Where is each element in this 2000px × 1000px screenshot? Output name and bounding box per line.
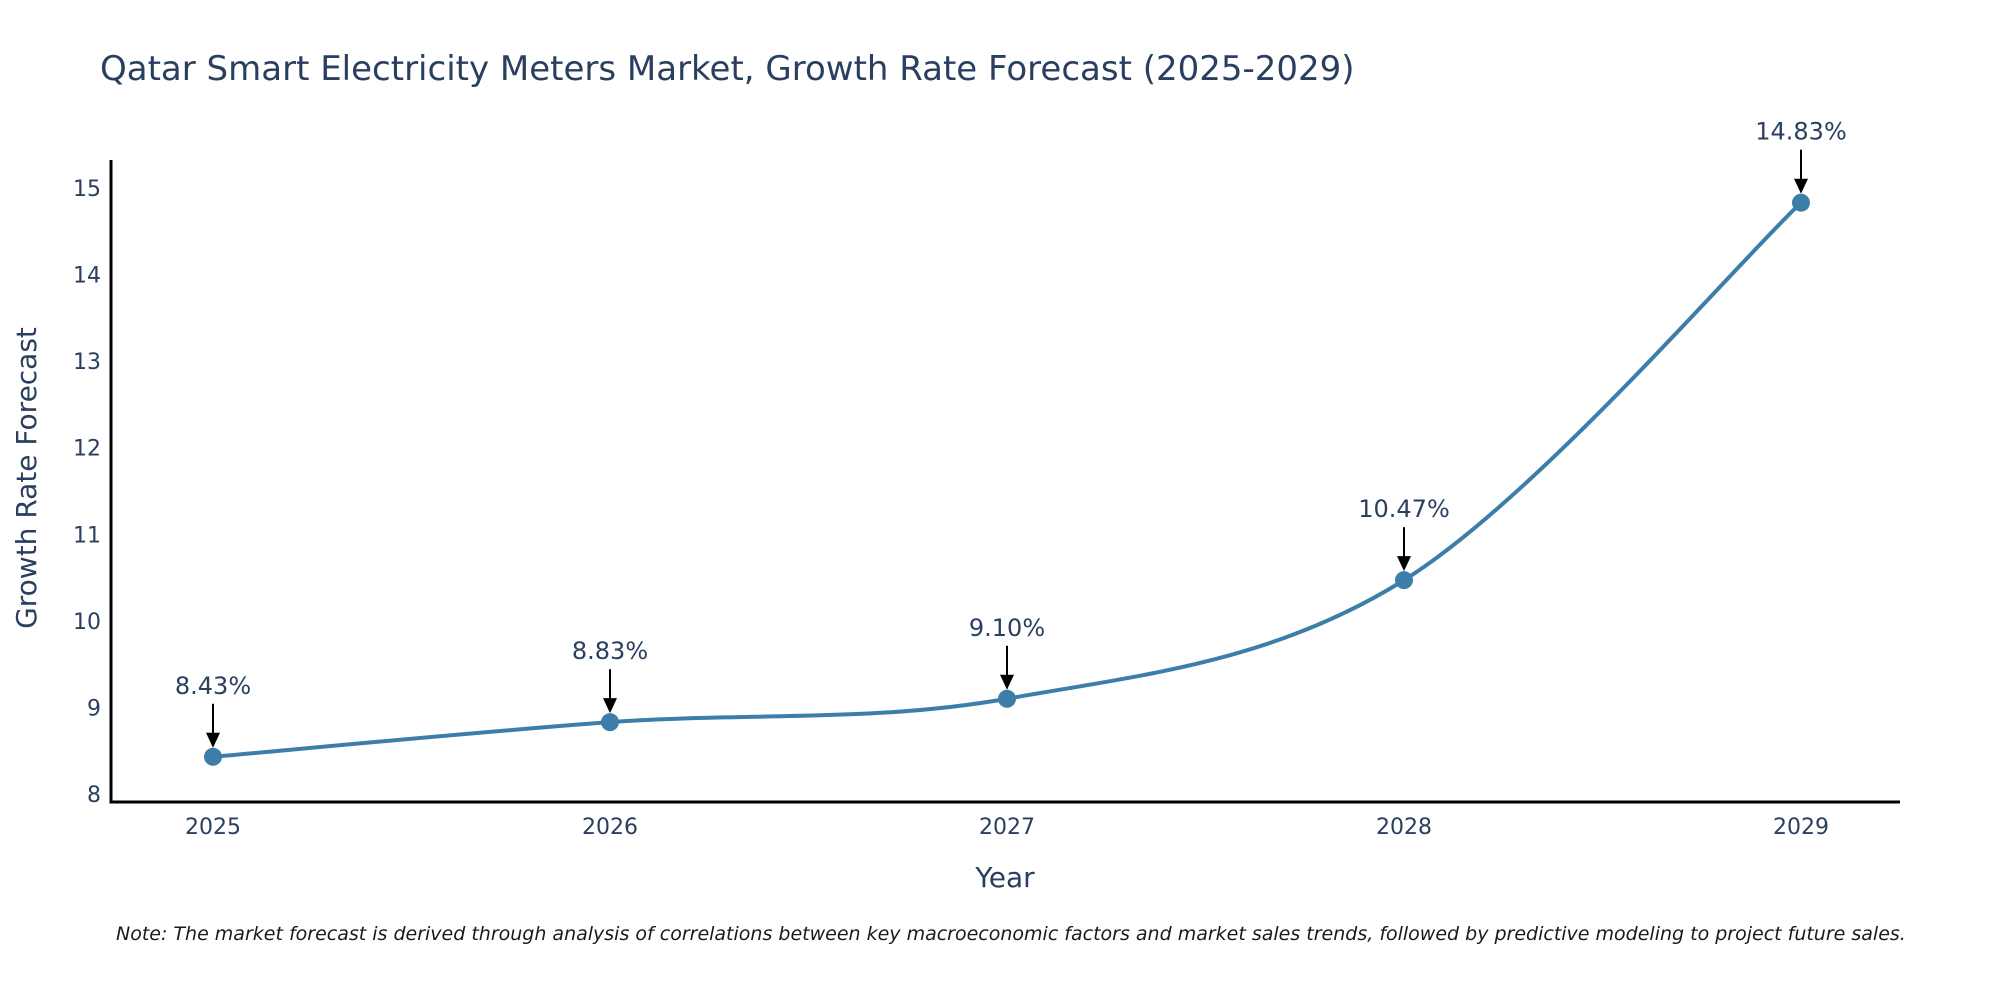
y-tick-label: 8 bbox=[87, 783, 101, 808]
x-axis-title: Year bbox=[974, 861, 1035, 894]
footnote: Note: The market forecast is derived thr… bbox=[116, 923, 1906, 945]
data-point bbox=[998, 689, 1016, 708]
y-tick-label: 11 bbox=[73, 523, 101, 548]
series-line bbox=[212, 201, 1803, 759]
y-tick-label: 12 bbox=[73, 437, 101, 462]
annotation-arrow-head bbox=[1000, 674, 1014, 690]
y-tick-label: 13 bbox=[73, 350, 101, 375]
x-tick-label: 2027 bbox=[979, 815, 1035, 840]
chart-title: Qatar Smart Electricity Meters Market, G… bbox=[100, 49, 1355, 89]
x-tick-label: 2029 bbox=[1773, 815, 1829, 840]
data-point bbox=[601, 713, 619, 732]
data-label: 10.47% bbox=[1358, 495, 1450, 523]
annotation-arrow-head bbox=[603, 698, 617, 714]
data-label: 14.83% bbox=[1755, 118, 1847, 146]
plot-area: 8 9 10 11 12 13 14 15 2025 2026 2027 2028 2029 8.43% 8… bbox=[73, 118, 1900, 840]
x-tick-label: 2028 bbox=[1376, 815, 1432, 840]
y-axis-title: Growth Rate Forecast bbox=[10, 327, 43, 629]
y-tick-label: 10 bbox=[73, 610, 101, 635]
data-label: 8.83% bbox=[572, 637, 648, 665]
y-tick-label: 15 bbox=[73, 177, 101, 202]
annotation-arrow-head bbox=[206, 732, 220, 748]
y-tick-label: 9 bbox=[87, 696, 101, 721]
y-tick-label: 14 bbox=[73, 264, 101, 289]
annotation-arrow-head bbox=[1397, 556, 1411, 572]
annotation-arrow-head bbox=[1794, 178, 1808, 194]
data-point bbox=[204, 747, 222, 766]
data-point bbox=[1792, 193, 1810, 212]
data-label: 9.10% bbox=[969, 614, 1045, 642]
data-point bbox=[1395, 571, 1413, 590]
x-tick-label: 2025 bbox=[185, 815, 241, 840]
data-label: 8.43% bbox=[175, 672, 251, 700]
x-tick-label: 2026 bbox=[582, 815, 638, 840]
